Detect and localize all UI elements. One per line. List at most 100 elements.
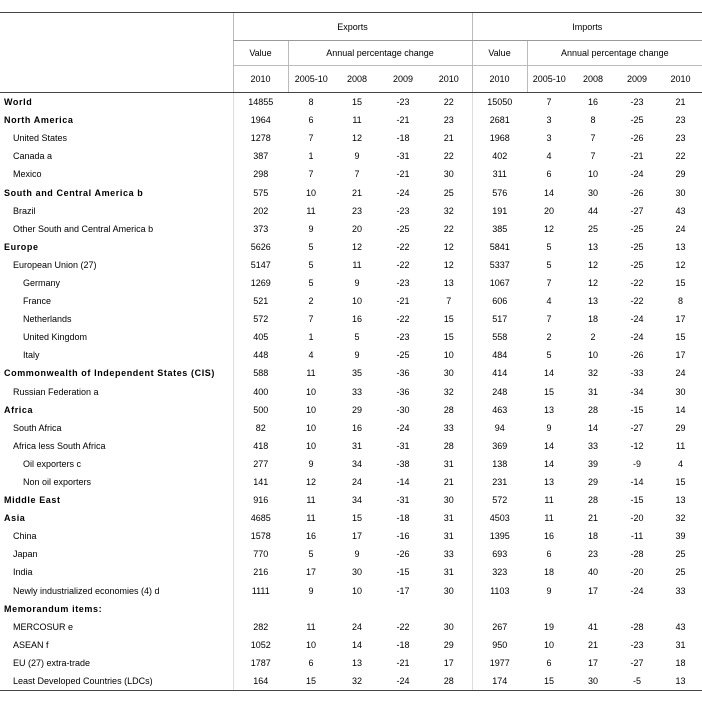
value-cell: 43 bbox=[675, 205, 686, 216]
value-cell: 23 bbox=[443, 115, 454, 126]
value-cell: -24 bbox=[630, 314, 644, 325]
value-cell: 12 bbox=[351, 133, 362, 144]
value-cell: 15 bbox=[544, 386, 555, 397]
row-label: ASEAN f bbox=[13, 639, 49, 650]
value-cell: 402 bbox=[471, 147, 528, 166]
value-cell: 7 bbox=[546, 277, 552, 288]
value-cell: 18 bbox=[588, 531, 599, 542]
value-cell: 5841 bbox=[471, 237, 528, 256]
value-cell: 33 bbox=[675, 585, 686, 596]
row-label: European Union (27) bbox=[13, 259, 97, 270]
value-cell: 40 bbox=[588, 567, 599, 578]
row-label: Canada a bbox=[13, 151, 53, 162]
row-label: Middle East bbox=[4, 495, 61, 506]
value-cell: 28 bbox=[443, 440, 454, 451]
value-cell: 11 bbox=[352, 115, 362, 126]
value-cell: 448 bbox=[232, 346, 288, 365]
value-cell: 10 bbox=[305, 404, 316, 415]
value-cell: 14 bbox=[544, 440, 555, 451]
row-label: Commonwealth of Independent States (CIS) bbox=[4, 368, 216, 379]
value-cell: 17 bbox=[305, 567, 316, 578]
value-cell: -27 bbox=[630, 657, 644, 668]
year-header: 2010 bbox=[471, 65, 528, 93]
trade-table: Exports Imports Value Annual percentage cha… bbox=[0, 12, 702, 692]
row-label: United Kingdom bbox=[23, 332, 88, 343]
value-cell: 34 bbox=[351, 458, 362, 469]
value-cell: 12 bbox=[675, 259, 686, 270]
value-cell bbox=[527, 600, 571, 618]
row-label: Asia bbox=[4, 513, 26, 524]
row-label: Italy bbox=[23, 350, 40, 361]
year-header: 2008 bbox=[334, 65, 380, 93]
value-cell: 30 bbox=[443, 368, 454, 379]
value-cell: 3 bbox=[546, 115, 552, 126]
value-cell: 18 bbox=[588, 314, 599, 325]
value-cell: 311 bbox=[471, 165, 528, 184]
value-cell: 4 bbox=[546, 151, 552, 162]
value-cell: 24 bbox=[675, 223, 686, 234]
item-row: Italy 448 4 9 -25 10 484 5 10 -26 17 bbox=[0, 346, 702, 365]
value-cell: -26 bbox=[630, 187, 644, 198]
item-row: Brazil 202 11 23 -23 32 191 20 44 -27 43 bbox=[0, 201, 702, 220]
item-row: Mexico 298 7 7 -21 30 311 6 10 -24 29 bbox=[0, 165, 702, 184]
value-cell: -23 bbox=[396, 277, 410, 288]
value-cell: 13 bbox=[588, 241, 599, 252]
value-cell: -23 bbox=[396, 205, 410, 216]
value-cell: 15 bbox=[675, 277, 686, 288]
value-cell: -36 bbox=[396, 386, 410, 397]
value-cell: -25 bbox=[630, 241, 644, 252]
row-label: Newly industrialized economies (4) d bbox=[13, 585, 160, 596]
value-cell: 21 bbox=[588, 639, 599, 650]
value-cell bbox=[659, 600, 702, 618]
value-cell: 25 bbox=[443, 187, 454, 198]
row-label: South and Central America b bbox=[4, 187, 144, 198]
value-cell: 174 bbox=[471, 672, 528, 692]
value-cell: 23 bbox=[351, 205, 362, 216]
table-wrap: Exports Imports Value Annual percentage cha… bbox=[0, 12, 702, 692]
item-row: Other South and Central America b 373 9 20 -… bbox=[0, 219, 702, 238]
row-label: Germany bbox=[23, 277, 61, 288]
value-cell: 5 bbox=[546, 259, 552, 270]
value-cell: 216 bbox=[232, 563, 288, 582]
item-row: Japan 770 5 9 -26 33 693 6 23 -28 25 bbox=[0, 545, 702, 564]
value-cell: 1052 bbox=[232, 635, 288, 654]
value-cell: 10 bbox=[305, 422, 316, 433]
value-cell bbox=[288, 600, 334, 618]
value-cell: 1968 bbox=[471, 129, 528, 148]
section-row: South and Central America b 575 10 21 -24 25 5… bbox=[0, 183, 702, 202]
header-cell bbox=[0, 65, 233, 93]
value-cell: 5 bbox=[308, 549, 314, 560]
value-cell: -25 bbox=[630, 115, 644, 126]
value-cell: 575 bbox=[232, 183, 288, 202]
value-cell: 5337 bbox=[471, 255, 528, 274]
value-cell: 28 bbox=[426, 672, 473, 692]
year-header: 2009 bbox=[380, 65, 426, 93]
value-cell: 11 bbox=[306, 495, 316, 506]
value-cell: 5626 bbox=[232, 237, 288, 256]
value-cell: -26 bbox=[396, 549, 410, 560]
value-cell: 418 bbox=[232, 436, 288, 455]
value-cell: 693 bbox=[471, 545, 528, 564]
value-cell: -22 bbox=[630, 296, 644, 307]
value-cell: 13 bbox=[659, 672, 702, 692]
value-cell: 1278 bbox=[232, 129, 288, 148]
value-cell: -23 bbox=[396, 97, 410, 108]
value-cell: 6 bbox=[546, 657, 552, 668]
value-cell: 21 bbox=[443, 477, 454, 488]
value-cell: 14 bbox=[675, 404, 686, 415]
value-cell: -26 bbox=[630, 350, 644, 361]
value-cell: -11 bbox=[630, 531, 644, 542]
value-cell: 17 bbox=[443, 657, 454, 668]
value-cell: 30 bbox=[588, 187, 599, 198]
value-cell: 11 bbox=[306, 368, 316, 379]
value-cell: 33 bbox=[443, 549, 454, 560]
value-cell: -16 bbox=[396, 531, 410, 542]
value-cell: 29 bbox=[675, 169, 686, 180]
value-cell: 39 bbox=[675, 531, 686, 542]
value-cell: 6 bbox=[308, 115, 314, 126]
value-cell: 20 bbox=[351, 223, 362, 234]
value-cell: -18 bbox=[396, 133, 410, 144]
value-cell: -24 bbox=[396, 187, 410, 198]
value-cell: -20 bbox=[630, 567, 644, 578]
value-cell: 17 bbox=[675, 314, 686, 325]
